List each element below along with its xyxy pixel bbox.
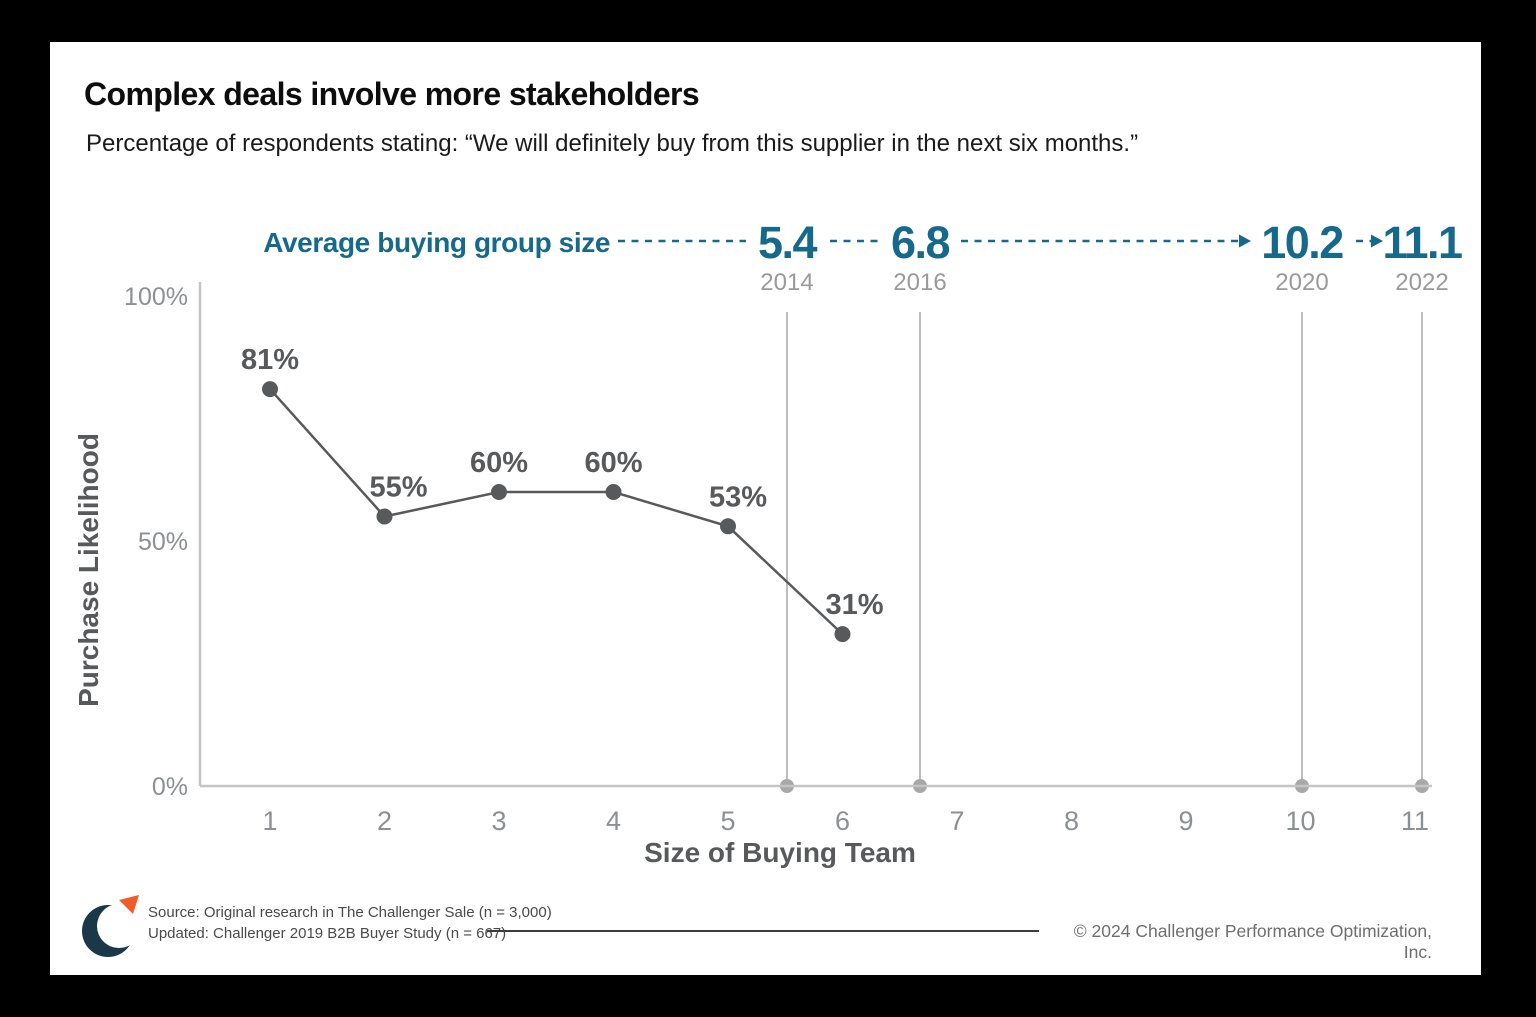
x-tick-8: 8 (1064, 806, 1079, 836)
x-tick-7: 7 (949, 806, 964, 836)
x-tick-2: 2 (377, 806, 392, 836)
challenger-logo (82, 895, 141, 957)
y-axis-title: Purchase Likelihood (73, 433, 104, 707)
data-label-3: 60% (470, 447, 528, 479)
y-tick-0%: 0% (152, 773, 188, 801)
x-tick-10: 10 (1285, 806, 1315, 836)
data-point-4 (605, 484, 622, 500)
group-size-year-2022: 2022 (1395, 269, 1448, 296)
data-label-5: 53% (709, 481, 767, 513)
x-tick-3: 3 (491, 806, 506, 836)
logo-crescent-inner (97, 904, 141, 948)
series-line (269, 388, 844, 636)
x-tick-11: 11 (1401, 806, 1429, 836)
group-size-value-2020: 10.2 (1261, 217, 1343, 268)
group-size-year-2014: 2014 (760, 269, 813, 296)
data-point-3 (491, 484, 507, 500)
data-point-5 (720, 518, 736, 535)
footer-divider (487, 930, 1039, 932)
copyright-text: © 2024 Challenger Performance Optimizati… (1073, 921, 1432, 962)
page-subtitle: Percentage of respondents stating: “We w… (86, 130, 1139, 157)
x-tick-1: 1 (262, 806, 277, 836)
annotation-arrowhead-icon (1239, 234, 1251, 248)
data-point-2 (376, 508, 393, 525)
slide-card: Complex deals involve more stakeholders … (50, 42, 1481, 975)
x-tick-4: 4 (606, 806, 621, 836)
x-tick-9: 9 (1178, 806, 1193, 836)
source-text: Source: Original research in The Challen… (148, 902, 552, 944)
x-tick-5: 5 (720, 806, 735, 836)
data-label-4: 60% (584, 447, 642, 479)
x-tick-6: 6 (835, 806, 850, 836)
y-tick-50%: 50% (138, 528, 188, 556)
source-line-2: Updated: Challenger 2019 B2B Buyer Study… (148, 925, 507, 942)
logo-orange-flag-icon (119, 895, 139, 914)
group-size-year-2016: 2016 (893, 269, 946, 296)
data-label-6: 31% (825, 589, 883, 621)
x-axis-title: Size of Buying Team (644, 837, 916, 868)
y-tick-100%: 100% (124, 283, 188, 311)
data-label-2: 55% (369, 472, 427, 504)
group-size-value-2022: 11.1 (1382, 217, 1462, 268)
group-size-year-2020: 2020 (1275, 269, 1328, 296)
data-point-1 (262, 381, 278, 398)
average-buying-group-size-label: Average buying group size (263, 227, 610, 258)
page-title: Complex deals involve more stakeholders (84, 76, 700, 112)
data-point-6 (834, 626, 851, 643)
data-label-1: 81% (241, 344, 299, 376)
group-size-value-2014: 5.4 (758, 217, 818, 268)
source-line-1: Source: Original research in The Challen… (148, 904, 552, 921)
group-size-value-2016: 6.8 (891, 217, 950, 268)
annotation-arrowhead-icon (1371, 234, 1383, 248)
